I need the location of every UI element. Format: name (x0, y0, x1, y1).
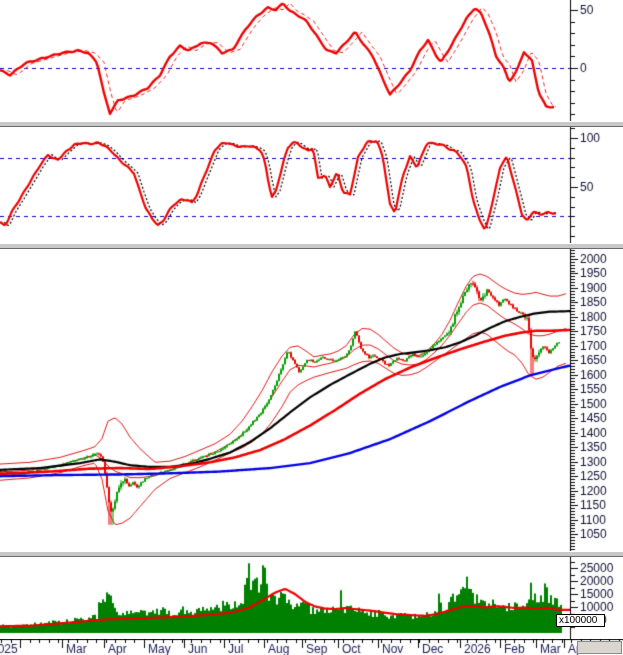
time-axis (0, 639, 623, 655)
panel-splitter-2[interactable] (0, 243, 623, 249)
price-plot[interactable] (0, 249, 623, 551)
volume-plot[interactable] (0, 557, 623, 639)
panel-price (0, 249, 623, 551)
time-axis-canvas (0, 639, 623, 655)
volume-multiplier-label: x100000 (556, 614, 605, 627)
panel-splitter-3[interactable] (0, 551, 623, 557)
panel-volume (0, 557, 623, 639)
panel-stochastic (0, 127, 623, 243)
status-field[interactable] (577, 641, 622, 654)
oscillator-plot[interactable] (0, 0, 623, 121)
stochastic-plot[interactable] (0, 127, 623, 243)
panel-oscillator (0, 0, 623, 121)
panel-splitter-1[interactable] (0, 121, 623, 127)
